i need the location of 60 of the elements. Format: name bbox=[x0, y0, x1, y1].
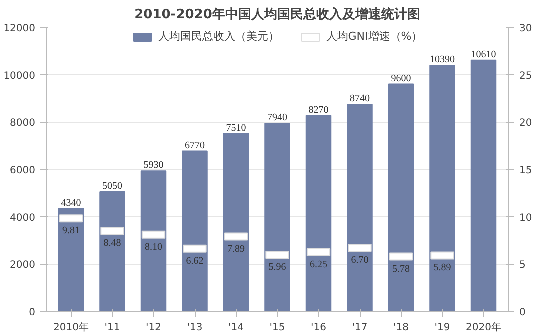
y2-tick-label: 20 bbox=[520, 118, 532, 130]
y-tick-label: 10000 bbox=[4, 70, 36, 82]
x-tick-label: '16 bbox=[311, 322, 326, 334]
data-label: 5.89 bbox=[434, 262, 452, 274]
y-tick-label: 4000 bbox=[10, 212, 36, 224]
data-label: 9600 bbox=[391, 73, 412, 84]
data-label: 10610 bbox=[471, 49, 496, 60]
data-label: 8.10 bbox=[145, 242, 162, 253]
x-tick-label: '11 bbox=[104, 322, 120, 334]
bar bbox=[470, 60, 497, 312]
data-label: 8.48 bbox=[104, 238, 122, 250]
bar bbox=[306, 115, 332, 312]
x-tick-label: 2020年 bbox=[466, 322, 502, 334]
x-tick-label: '14 bbox=[228, 322, 244, 334]
legend-label: 人均GNI增速（%） bbox=[326, 29, 423, 44]
data-label: 5050 bbox=[102, 180, 122, 192]
bar bbox=[58, 208, 84, 312]
bar bbox=[347, 104, 373, 312]
chart-title: 2010-2020年中国人均国民总收入及增速统计图 bbox=[134, 6, 420, 22]
data-label: 6770 bbox=[185, 140, 205, 152]
y2-tick-label: 30 bbox=[520, 24, 532, 34]
data-label: 10390 bbox=[430, 54, 455, 66]
y-tick-label: 12000 bbox=[4, 24, 36, 34]
data-label: 9.81 bbox=[62, 226, 80, 237]
data-label: 5930 bbox=[144, 160, 164, 172]
x-tick-label: '13 bbox=[187, 322, 203, 334]
y2-tick-label: 25 bbox=[520, 70, 532, 82]
x-tick-label: '15 bbox=[270, 322, 286, 334]
bar bbox=[264, 123, 290, 312]
data-label: 4340 bbox=[61, 198, 82, 209]
x-tick-label: '18 bbox=[394, 322, 409, 334]
bar bbox=[430, 65, 456, 312]
bar bbox=[182, 150, 208, 312]
y2-tick-label: 5 bbox=[520, 260, 526, 272]
data-label: 5.78 bbox=[392, 264, 410, 275]
x-tick-label: 2010年 bbox=[54, 322, 89, 334]
y-tick-label: 0 bbox=[29, 308, 36, 318]
data-label: 6.62 bbox=[186, 256, 204, 267]
legend-label: 人均国民总收入（美元） bbox=[158, 29, 280, 44]
data-label: 7510 bbox=[226, 122, 246, 134]
y-tick-label: 2000 bbox=[10, 260, 36, 272]
bar bbox=[140, 170, 167, 312]
x-tick-label: '17 bbox=[352, 322, 368, 334]
y2-tick-label: 10 bbox=[520, 212, 532, 224]
data-label: 6.25 bbox=[310, 259, 328, 270]
x-tick-label: '19 bbox=[434, 322, 450, 334]
x-tick-label: '12 bbox=[146, 322, 162, 334]
y-tick-label: 8000 bbox=[10, 118, 36, 130]
y-tick-label: 6000 bbox=[10, 166, 36, 176]
y2-tick-label: 0 bbox=[520, 308, 526, 318]
bar bbox=[388, 84, 414, 312]
data-label: 6.70 bbox=[351, 255, 369, 266]
data-label: 8270 bbox=[308, 104, 329, 116]
data-label: 7940 bbox=[268, 112, 288, 124]
data-label: 7.89 bbox=[228, 244, 245, 255]
data-label: 5.96 bbox=[268, 262, 286, 274]
data-label: 8740 bbox=[350, 94, 370, 105]
bar bbox=[223, 133, 250, 312]
y2-tick-label: 15 bbox=[520, 166, 532, 176]
bar bbox=[100, 191, 126, 312]
